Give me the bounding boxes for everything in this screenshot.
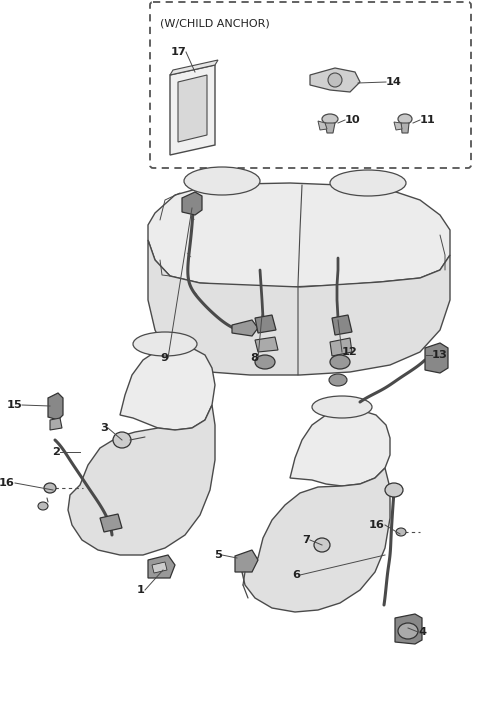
Text: 15: 15: [6, 400, 22, 410]
Text: 7: 7: [302, 535, 310, 545]
Polygon shape: [232, 320, 258, 336]
Ellipse shape: [38, 502, 48, 510]
Text: 9: 9: [160, 353, 168, 363]
Polygon shape: [330, 338, 352, 356]
Polygon shape: [148, 240, 450, 375]
Text: 2: 2: [52, 447, 60, 457]
Polygon shape: [290, 410, 390, 486]
Ellipse shape: [312, 396, 372, 418]
Polygon shape: [235, 550, 258, 572]
Text: 5: 5: [214, 550, 222, 560]
Ellipse shape: [330, 170, 406, 196]
Text: 1: 1: [137, 585, 145, 595]
Polygon shape: [68, 405, 215, 555]
Ellipse shape: [396, 528, 406, 536]
Ellipse shape: [330, 355, 350, 369]
Polygon shape: [182, 192, 202, 215]
Ellipse shape: [398, 623, 418, 639]
Text: 12: 12: [342, 347, 358, 357]
Text: (W/CHILD ANCHOR): (W/CHILD ANCHOR): [160, 18, 270, 28]
Ellipse shape: [322, 114, 338, 124]
Text: 10: 10: [345, 115, 361, 125]
Polygon shape: [310, 68, 360, 92]
Ellipse shape: [255, 355, 275, 369]
Polygon shape: [148, 555, 175, 578]
Text: 13: 13: [432, 350, 448, 360]
Ellipse shape: [44, 483, 56, 493]
Polygon shape: [242, 468, 390, 612]
Text: 4: 4: [418, 627, 426, 637]
Ellipse shape: [133, 332, 197, 356]
Polygon shape: [170, 65, 215, 155]
Text: 17: 17: [170, 47, 186, 57]
Ellipse shape: [329, 374, 347, 386]
Polygon shape: [401, 123, 409, 133]
Ellipse shape: [328, 73, 342, 87]
Ellipse shape: [184, 167, 260, 195]
Polygon shape: [255, 337, 278, 352]
Text: 3: 3: [100, 423, 108, 433]
Polygon shape: [325, 123, 335, 133]
Ellipse shape: [398, 114, 412, 124]
Text: 14: 14: [386, 77, 402, 87]
Text: 16: 16: [0, 478, 15, 488]
Ellipse shape: [314, 538, 330, 552]
Polygon shape: [170, 60, 218, 75]
Polygon shape: [395, 614, 422, 644]
Polygon shape: [148, 183, 450, 287]
Polygon shape: [425, 343, 448, 373]
Polygon shape: [100, 514, 122, 532]
Text: 11: 11: [420, 115, 436, 125]
Polygon shape: [318, 121, 327, 130]
Polygon shape: [152, 562, 167, 573]
Text: 8: 8: [250, 353, 258, 363]
Polygon shape: [50, 418, 62, 430]
Polygon shape: [178, 75, 207, 142]
FancyBboxPatch shape: [150, 2, 471, 168]
Polygon shape: [120, 347, 215, 430]
Polygon shape: [48, 393, 63, 420]
Ellipse shape: [113, 432, 131, 448]
Text: 6: 6: [292, 570, 300, 580]
Polygon shape: [255, 315, 276, 333]
Text: 16: 16: [369, 520, 385, 530]
Ellipse shape: [385, 483, 403, 497]
Polygon shape: [332, 315, 352, 335]
Polygon shape: [394, 122, 402, 130]
